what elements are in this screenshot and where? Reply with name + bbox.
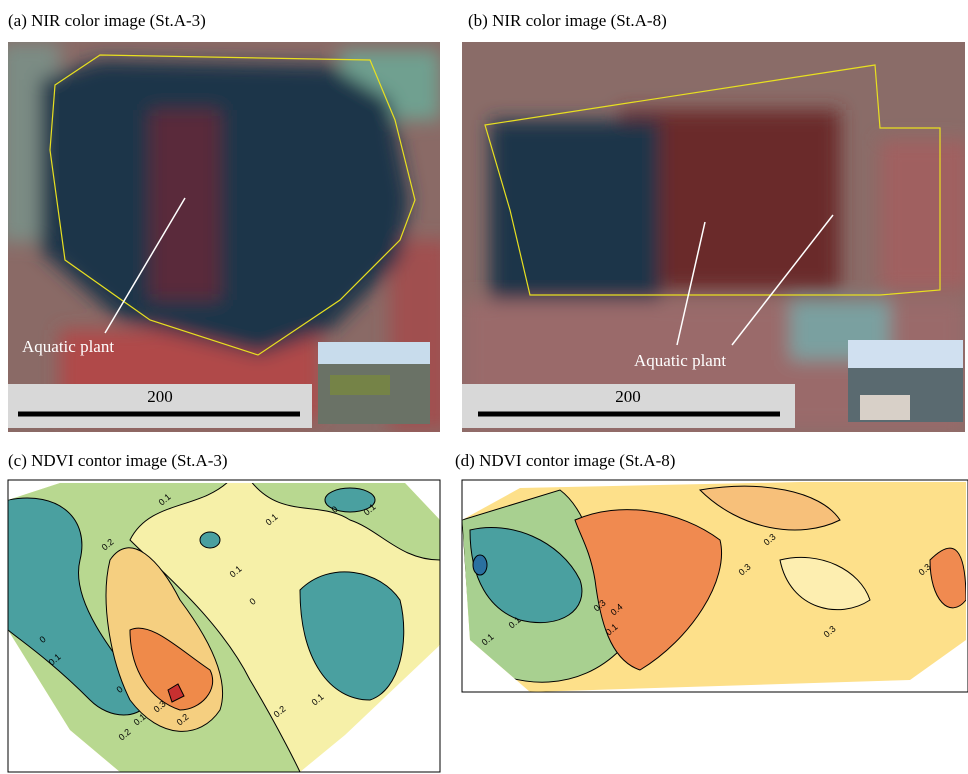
contour-map-d (462, 480, 968, 692)
scale-label: 200 (147, 387, 173, 406)
contour-map-c (8, 480, 440, 772)
annotation: Aquatic plant (22, 337, 114, 356)
page: (a) NIR color image (St.A-3) (b) NIR col… (0, 0, 968, 774)
panel-title: (d) NDVI contor image (St.A-8) (455, 451, 675, 470)
panel-title: (a) NIR color image (St.A-3) (8, 11, 206, 30)
panel-title: (c) NDVI contor image (St.A-3) (8, 451, 228, 470)
panel-title: (b) NIR color image (St.A-8) (468, 11, 667, 30)
scale-label: 200 (615, 387, 641, 406)
annotation: Aquatic plant (634, 351, 726, 370)
nir-image-a: Aquatic plant 200 (0, 42, 450, 432)
figure: (a) NIR color image (St.A-3) (b) NIR col… (0, 0, 968, 774)
nir-image-b: Aquatic plant 200 (462, 42, 968, 432)
